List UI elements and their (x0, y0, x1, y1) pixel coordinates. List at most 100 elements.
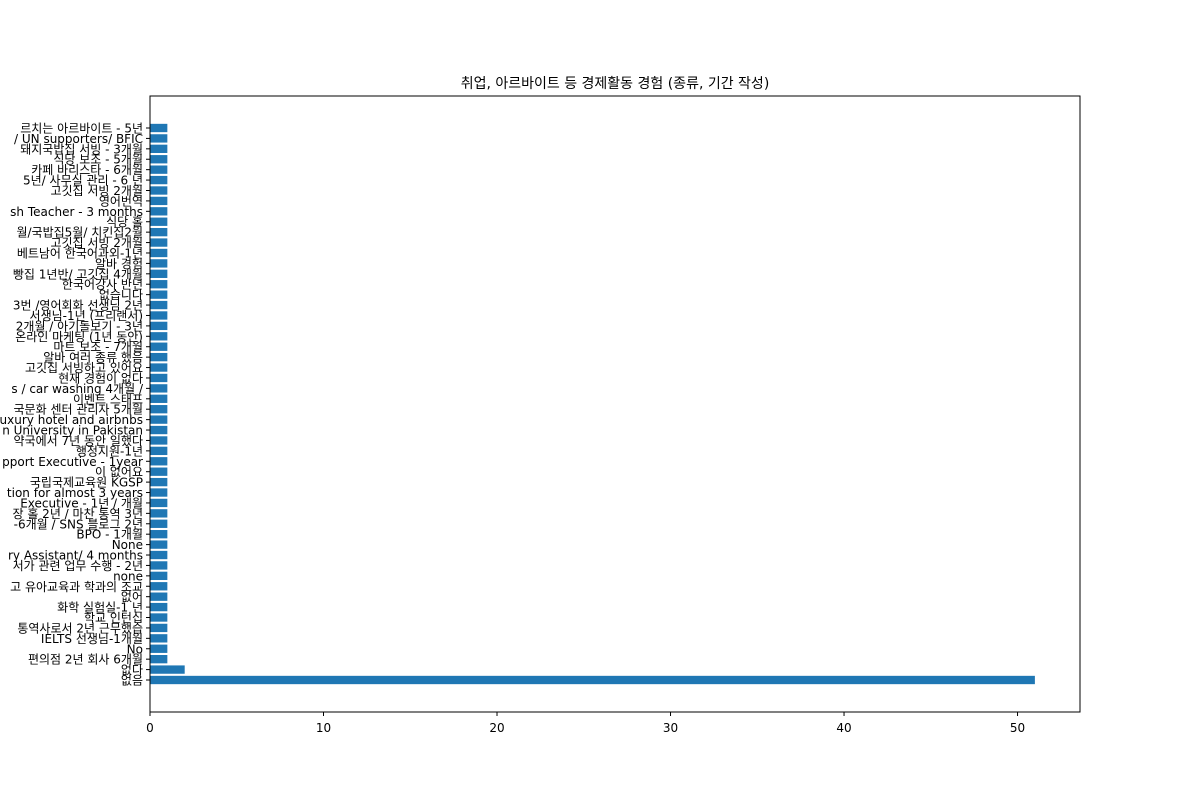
bar (150, 519, 168, 528)
y-tick-label: 국립국제교육원 KGSP (30, 476, 143, 490)
bar (150, 196, 168, 206)
bar (150, 352, 168, 362)
y-tick-label: 없다 (121, 663, 143, 677)
y-tick-label: 고깃집 서빙 2개월 (50, 236, 143, 250)
bar (150, 165, 168, 174)
y-tick-label: Executive - 1년 / 개월 (20, 496, 143, 510)
y-tick-label: 한국어강사 반년 (62, 278, 143, 292)
bar (150, 175, 168, 185)
bar (150, 613, 168, 622)
y-tick-label: / UN supporters/ BFIC (14, 132, 143, 146)
bar-group (150, 123, 1035, 685)
bar (150, 186, 168, 195)
bar (150, 582, 168, 591)
bar (150, 227, 168, 237)
bar (150, 134, 168, 143)
plot-frame (149, 95, 1081, 713)
bar (150, 321, 168, 331)
y-tick-label: 영어번역 (99, 194, 143, 208)
bar (150, 446, 168, 456)
y-tick-label: 알바 경험 (95, 257, 143, 271)
y-tick-label: 빵집 1년반/ 고깃집 4개월 (13, 267, 143, 281)
bar (150, 436, 168, 445)
bar (150, 477, 168, 487)
y-tick-label: 행정지원-1년 (76, 443, 143, 458)
y-tick-label: 2개월 / 아기돌보기 - 3년 (16, 319, 143, 333)
y-tick-label: none (113, 569, 143, 583)
bar (150, 457, 168, 466)
y-tick-label: s / car washing 4개월 / (11, 382, 144, 396)
y-tick-label: tion for almost 3 years (7, 486, 143, 500)
y-tick-label: 카페 바리스타 - 6개월 (31, 163, 143, 177)
bar (150, 123, 168, 133)
y-tick-label: 장 홀 2년 / 마찬 통역 3년 (12, 506, 143, 521)
bar (150, 259, 168, 268)
x-tick-label: 40 (836, 721, 851, 735)
y-tick-label: 이 없어요 (95, 465, 143, 479)
bar (150, 311, 168, 320)
y-tick-label: 3번 /영어회화 선생님 2년 (13, 299, 143, 313)
y-tick-label: 월/국밥집5월/ 치킨집2월 (16, 226, 143, 240)
y-tick-label: BPO - 1개월 (76, 528, 143, 542)
y-tick-label: 식당 홀 (106, 215, 143, 229)
y-tick-label: No (127, 642, 143, 656)
y-tick-label: 돼지국밥집 서빙 - 3개월 (20, 142, 143, 156)
bar (150, 144, 168, 153)
y-tick-label: 고깃집 서빙하고 있어요 (25, 361, 143, 375)
y-tick-label: 통역사로서 2년 근무했습 (17, 621, 143, 635)
bar (150, 373, 168, 383)
y-tick-label: 고 유아교육과 학과의 조교 (10, 580, 143, 594)
chart-title: 취업, 아르바이트 등 경제활동 경험 (종류, 기간 작성) (461, 76, 770, 92)
y-tick-label: 약국에서 7년 동안 일했다 (14, 433, 143, 448)
y-tick-label: pport Executive - 1year (2, 455, 143, 469)
bar (150, 592, 168, 601)
x-tick-label: 10 (316, 721, 331, 735)
bar (150, 384, 168, 393)
bar (150, 394, 168, 403)
y-tick-label: 국문화 센터 관리자 5개월 (14, 403, 143, 417)
y-tick-label: 5년/ 사무실 관리 - 6 년 (23, 174, 143, 188)
bar (150, 155, 168, 164)
bar (150, 238, 168, 247)
bar (150, 550, 168, 560)
bar (150, 332, 168, 341)
y-tick-label: sh Teacher - 3 months (10, 205, 143, 219)
x-tick-label: 0 (146, 721, 154, 735)
bar (150, 634, 168, 643)
bar (150, 675, 1035, 685)
y-tick-label: 르치는 아르바이트 - 5년 (20, 122, 143, 136)
y-tick-label: 없음 (121, 674, 143, 688)
y-tick-label: 서가 관련 업무 수행 - 2년 (13, 558, 143, 573)
y-tick-label: 식당 보조 - 5개월 (53, 153, 143, 167)
bar (150, 415, 168, 424)
bar (150, 602, 168, 612)
y-tick-label: ry Assistant/ 4 months (8, 549, 143, 563)
bar (150, 530, 168, 539)
bar (150, 509, 168, 518)
y-tick-label: 편의점 2년 회사 6개월 (28, 653, 143, 667)
x-tick-label: 20 (489, 721, 504, 735)
x-tick-label: 30 (663, 721, 678, 735)
x-tick-label: 50 (1010, 721, 1025, 735)
bar (150, 467, 168, 476)
y-tick-label: 베트남어 한국어과외-1년 (17, 246, 143, 260)
x-axis: 0 10 20 30 40 50 (146, 712, 1025, 735)
bar (150, 290, 168, 299)
bar (150, 269, 168, 278)
bar (150, 300, 168, 310)
y-tick-label: 고깃집 서빙 2개월 (50, 184, 143, 198)
bar (150, 488, 168, 497)
bar (150, 405, 168, 414)
bar (150, 644, 168, 653)
bar (150, 280, 168, 289)
y-tick-label: 화학 실험실-1 년 (57, 601, 143, 615)
bar (150, 561, 168, 570)
y-tick-label: uxury hotel and airbnbs (0, 413, 143, 427)
y-tick-label: 온라인 마케팅 (1년 동안) (15, 330, 143, 344)
y-tick-label: -6개월 / SNS 블로그 2년 (14, 517, 143, 531)
bar (150, 571, 168, 581)
bar (150, 217, 168, 226)
